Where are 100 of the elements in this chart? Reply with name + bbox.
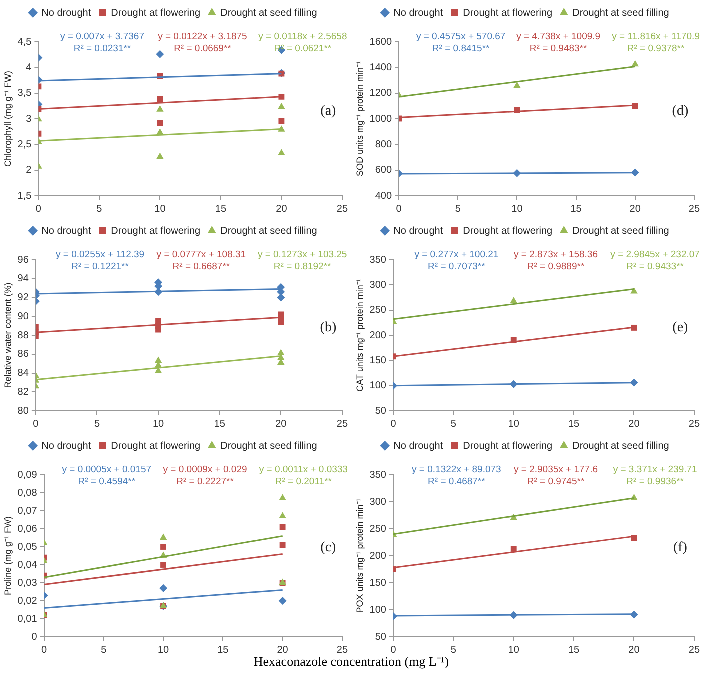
legend-label: Drought at flowering	[111, 226, 201, 237]
legend-label: Drought at flowering	[111, 8, 201, 19]
annotation: y = 0.0011x + 0.0333	[259, 464, 348, 476]
y-tick-label: 0,04	[18, 560, 38, 571]
y-tick-label: 1200	[370, 88, 392, 100]
annotation: R² = 0.9936**	[626, 476, 684, 488]
y-tick-label: 80	[18, 406, 30, 417]
annotation: y = 0.277x + 100.21	[414, 250, 499, 261]
x-tick-label: 5	[101, 644, 108, 656]
annotation: R² = 0.7073**	[428, 262, 486, 273]
annotation: R² = 0.9889**	[527, 262, 585, 273]
annotation: y = 3.371x + 239.71	[613, 464, 698, 476]
y-tick-label: 86	[18, 349, 30, 360]
y-tick-label: 300	[370, 280, 387, 291]
x-tick-label: 20	[628, 644, 640, 656]
annotation: y = 0.0009x + 0.029	[163, 464, 248, 476]
y-axis-title: Chlorophyll (mg g⁻¹ FW)	[2, 70, 13, 168]
x-tick-label: 0	[41, 644, 48, 656]
annotation: y = 0.0122x + 3.1875	[158, 32, 248, 43]
y-axis-title: SOD units mg⁻¹ protein min⁻¹	[354, 61, 365, 177]
annotation: y = 0.007x + 3.7367	[60, 32, 144, 43]
x-tick-label: 10	[158, 644, 170, 656]
annotation: R² = 0.4594**	[78, 476, 136, 488]
x-tick-label: 25	[688, 418, 700, 430]
y-tick-label: 0,09	[18, 470, 38, 481]
y-tick-label: 300	[370, 496, 387, 508]
annotation: y = 11.816x + 1170.9	[612, 32, 700, 43]
legend-label: Drought at flowering	[463, 226, 553, 237]
legend-label: Drought at flowering	[111, 440, 201, 452]
x-tick-label: 20	[277, 644, 289, 656]
legend-label: Drought at seed filling	[572, 8, 670, 19]
y-tick-label: 0,01	[18, 614, 38, 625]
y-tick-label: 1000	[370, 114, 392, 125]
legend-label: Drought at flowering	[463, 8, 553, 19]
y-tick-label: 0,05	[18, 542, 38, 553]
y-tick-label: 92	[18, 292, 30, 304]
annotation: y = 4.738x + 1009.9	[516, 32, 601, 43]
y-tick-label: 350	[370, 254, 387, 266]
x-tick-label: 5	[450, 418, 457, 430]
x-tick-label: 20	[276, 204, 288, 215]
legend-label: No drought	[394, 440, 444, 452]
y-tick-label: 250	[370, 524, 387, 535]
x-tick-label: 15	[214, 418, 226, 430]
x-tick-label: 15	[218, 644, 230, 656]
annotation: y = 2.9035x + 177.6	[514, 464, 598, 476]
x-tick-label: 5	[455, 204, 462, 215]
y-tick-label: 90	[18, 311, 30, 322]
y-tick-label: 4	[26, 62, 32, 74]
legend-label: Drought at flowering	[463, 440, 553, 452]
legend-label: No drought	[394, 226, 444, 237]
y-tick-label: 100	[370, 604, 387, 616]
x-tick-label: 10	[508, 418, 520, 430]
x-tick-label: 10	[512, 204, 524, 215]
y-tick-label: 88	[18, 330, 30, 342]
y-tick-label: 600	[375, 165, 392, 176]
annotation: R² = 0.9378**	[627, 44, 685, 55]
x-tick-label: 5	[94, 418, 100, 430]
annotation: R² = 0.0231**	[74, 44, 132, 55]
annotation: R² = 0.6687**	[172, 262, 230, 273]
annotation: R² = 0.2011**	[275, 476, 332, 488]
y-tick-label: 100	[370, 380, 387, 392]
annotation: R² = 0.0669**	[174, 44, 232, 55]
annotation: (a)	[320, 104, 337, 119]
x-tick-label: 15	[570, 204, 582, 215]
annotation: R² = 0.2227**	[176, 476, 234, 488]
x-tick-label: 25	[688, 644, 700, 656]
annotation: R² = 0.4687**	[428, 476, 486, 488]
y-tick-label: 0,08	[18, 488, 38, 499]
annotation: R² = 0.9745**	[527, 476, 585, 488]
y-axis-title: POX units mg⁻¹ protein min⁻¹	[354, 498, 365, 614]
x-tick-label: 25	[336, 418, 348, 430]
y-tick-label: 200	[370, 330, 387, 342]
y-tick-label: 1400	[370, 62, 392, 74]
legend-label: No drought	[42, 8, 92, 19]
x-tick-label: 25	[688, 204, 700, 215]
annotation: y = 0.1322x + 89.073	[412, 464, 502, 476]
legend-label: Drought at seed filling	[220, 440, 318, 452]
y-tick-label: 150	[370, 355, 387, 366]
legend-label: Drought at seed filling	[220, 226, 318, 237]
annotation: (c)	[320, 540, 337, 556]
y-tick-label: 0,06	[18, 524, 38, 535]
x-tick-label: 10	[154, 204, 166, 215]
annotation: (b)	[320, 320, 337, 336]
y-axis-title: CAT units mg⁻¹ protein min⁻¹	[354, 279, 365, 392]
y-tick-label: 0,07	[18, 506, 38, 517]
annotation: (f)	[673, 540, 688, 556]
annotation: y = 0.0777x + 108.31	[156, 250, 246, 261]
legend-label: Drought at seed filling	[220, 8, 318, 19]
y-tick-label: 800	[375, 139, 392, 150]
annotation: R² = 0.1221**	[72, 262, 130, 273]
annotation: R² = 0.8192**	[274, 262, 332, 273]
annotation: (d)	[672, 104, 689, 119]
x-tick-label: 25	[336, 644, 348, 656]
y-tick-label: 50	[375, 406, 387, 417]
y-tick-label: 2	[26, 165, 32, 176]
annotation: R² = 0.8415**	[432, 44, 490, 55]
annotation: y = 0.0255x + 112.39	[56, 250, 145, 261]
annotation: y = 0.0118x + 2.5658	[258, 32, 348, 43]
x-tick-label: 20	[630, 204, 642, 215]
y-tick-label: 350	[370, 470, 387, 481]
